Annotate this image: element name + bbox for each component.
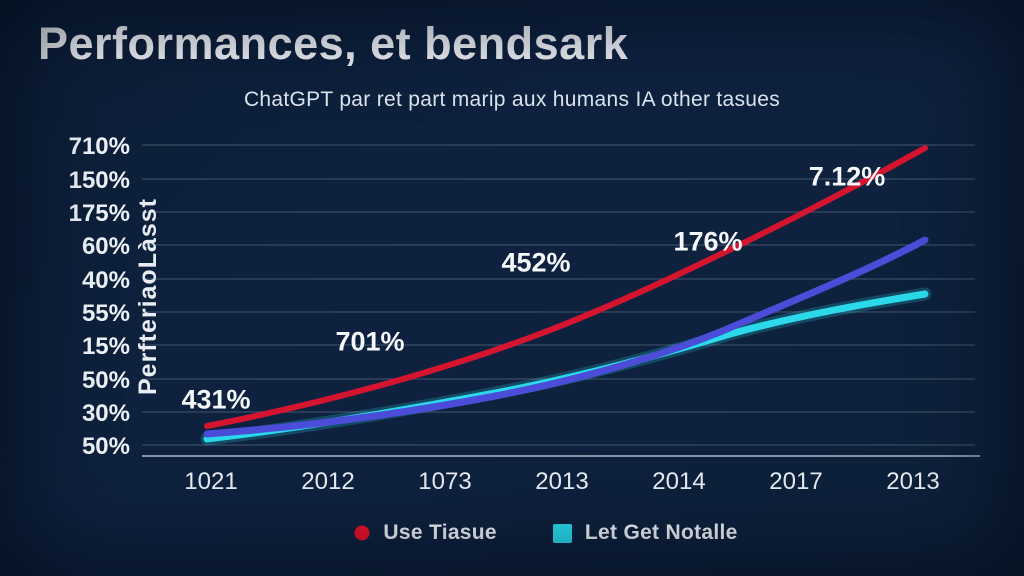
y-tick-9: 50% <box>81 433 130 460</box>
chart-legend: Use Tiasue Let Get Notalle <box>34 521 1024 545</box>
x-tick-1: 2012 <box>301 468 355 495</box>
x-tick-6: 2013 <box>886 468 940 495</box>
data-label-431: 431% <box>181 384 251 415</box>
data-label-701: 701% <box>335 326 405 357</box>
legend-item-use-tiasue: Use Tiasue <box>354 521 497 545</box>
data-label-712: 7.12% <box>808 161 886 192</box>
legend-label-let-get-notalle: Let Get Notalle <box>584 521 738 544</box>
y-tick-5: 55% <box>81 300 130 327</box>
x-tick-3: 2013 <box>535 468 589 495</box>
y-tick-3: 60% <box>81 233 130 260</box>
x-tick-5: 2017 <box>769 468 823 495</box>
data-label-452: 452% <box>501 247 571 278</box>
y-tick-7: 50% <box>81 367 130 394</box>
y-tick-8: 30% <box>81 400 130 427</box>
x-tick-0: 1021 <box>184 468 238 495</box>
x-tick-4: 2014 <box>652 468 706 495</box>
y-tick-2: 175% <box>68 200 130 227</box>
chart-title: Performances, et bendsark <box>38 18 629 69</box>
legend-square-marker-icon <box>552 523 572 543</box>
y-tick-4: 40% <box>81 267 130 294</box>
x-tick-2: 1073 <box>418 468 472 495</box>
y-tick-0: 710% <box>68 133 130 160</box>
legend-circle-marker-icon <box>354 525 370 541</box>
y-tick-1: 150% <box>68 167 130 194</box>
series-purple-line <box>203 236 929 438</box>
y-tick-6: 15% <box>81 333 130 360</box>
legend-item-let-get-notalle: Let Get Notalle <box>552 521 738 545</box>
chart-subtitle: ChatGPT par ret part marip aux humans IA… <box>243 88 781 111</box>
data-label-176: 176% <box>673 226 743 257</box>
series-cyan-line <box>203 290 929 443</box>
legend-label-use-tiasue: Use Tiasue <box>383 521 497 544</box>
series-red-line <box>204 145 928 429</box>
